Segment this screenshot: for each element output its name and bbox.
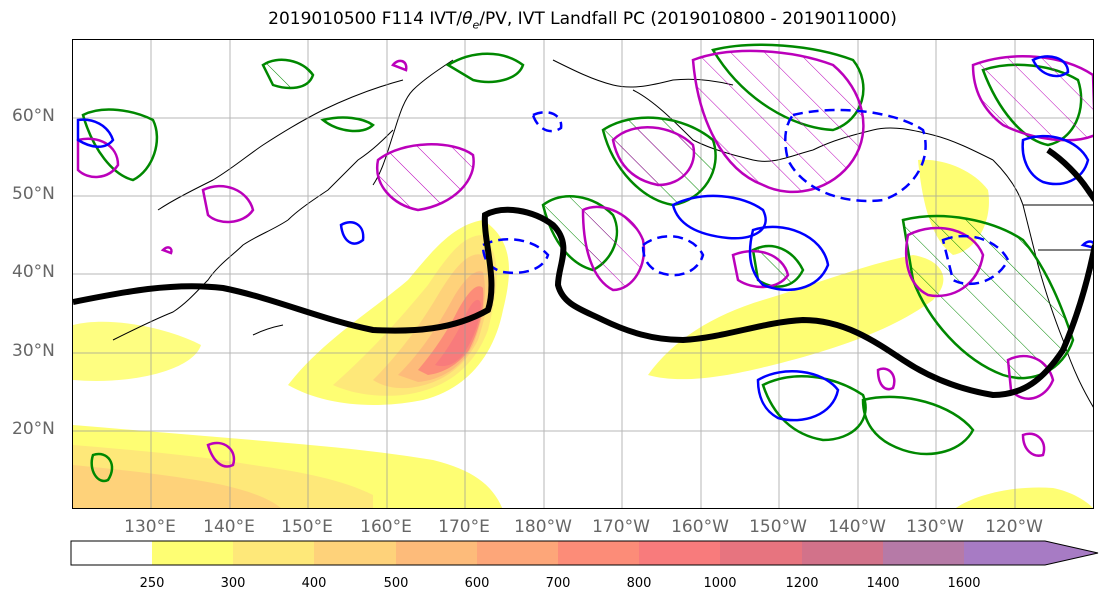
cbar-tick-1200: 1200 bbox=[785, 576, 819, 591]
cbar-tick-500: 500 bbox=[383, 576, 409, 591]
mslp-contours bbox=[81, 43, 1083, 483]
lat-label-50: 50°N bbox=[12, 184, 55, 204]
cbar-tick-600: 600 bbox=[464, 576, 490, 591]
map-plot-area bbox=[72, 39, 1094, 509]
lon-label-140w: 140°W bbox=[828, 517, 886, 537]
cbar-tick-250: 250 bbox=[139, 576, 165, 591]
lon-label-160e: 160°E bbox=[360, 517, 412, 537]
map-title: 2019010500 F114 IVT/θe/PV, IVT Landfall … bbox=[0, 9, 1105, 31]
lon-label-150w: 150°W bbox=[749, 517, 807, 537]
lon-label-130e: 130°E bbox=[124, 517, 176, 537]
lon-label-130w: 130°W bbox=[906, 517, 964, 537]
lon-label-170w: 170°W bbox=[592, 517, 650, 537]
cbar-tick-1600: 1600 bbox=[947, 576, 981, 591]
title-prefix: 2019010500 F114 IVT/ bbox=[268, 9, 463, 29]
lat-label-30: 30°N bbox=[12, 341, 55, 361]
cbar-tick-700: 700 bbox=[545, 576, 571, 591]
cbar-tick-800: 800 bbox=[626, 576, 652, 591]
lat-label-60: 60°N bbox=[12, 106, 55, 126]
lon-label-160w: 160°W bbox=[671, 517, 729, 537]
ivt-colorbar bbox=[70, 540, 1099, 566]
lon-label-140e: 140°E bbox=[203, 517, 255, 537]
colorbar-segments bbox=[71, 541, 1098, 565]
title-theta-sub: e bbox=[472, 18, 480, 32]
pv-contours bbox=[76, 55, 1093, 422]
lat-label-40: 40°N bbox=[12, 262, 55, 282]
jet-line bbox=[73, 147, 1093, 399]
title-theta: θ bbox=[462, 9, 473, 29]
lon-label-180w: 180°W bbox=[514, 517, 572, 537]
cbar-tick-1400: 1400 bbox=[866, 576, 900, 591]
cbar-tick-400: 400 bbox=[301, 576, 327, 591]
lat-label-20: 20°N bbox=[12, 419, 55, 439]
cbar-tick-1000: 1000 bbox=[703, 576, 737, 591]
lon-label-150e: 150°E bbox=[281, 517, 333, 537]
theta-contours bbox=[76, 49, 1093, 468]
lon-label-170e: 170°E bbox=[438, 517, 490, 537]
lon-label-120w: 120°W bbox=[985, 517, 1043, 537]
cbar-tick-300: 300 bbox=[220, 576, 246, 591]
title-suffix: /PV, IVT Landfall PC (2019010800 - 20190… bbox=[479, 9, 897, 29]
map-svg bbox=[73, 40, 1093, 508]
